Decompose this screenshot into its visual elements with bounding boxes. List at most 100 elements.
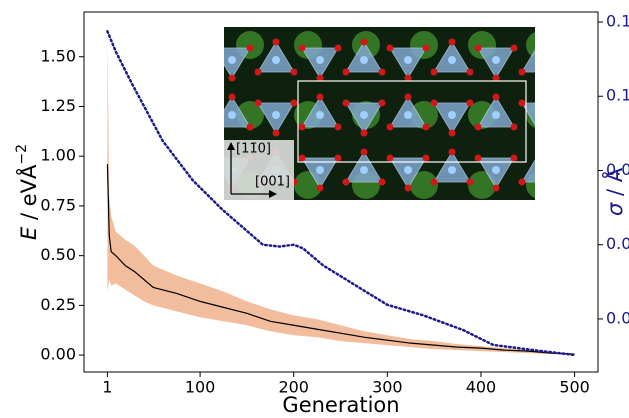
y2-tick-label: 0.06 <box>606 234 629 253</box>
inset-atom <box>360 166 368 174</box>
inset-atom <box>316 184 324 192</box>
inset-atom <box>334 154 342 162</box>
mean-line <box>106 164 575 355</box>
inset-atom <box>555 179 562 186</box>
inset-atom <box>492 111 500 119</box>
inset-atom <box>466 68 474 76</box>
y-label-symbol: E <box>17 226 41 240</box>
inset-atom <box>378 178 386 186</box>
inset-atom <box>272 129 280 137</box>
y2-tick-label: 0.04 <box>606 308 629 327</box>
inset-atom <box>290 68 298 76</box>
inset-atom <box>211 124 218 131</box>
inset-atom <box>272 56 280 64</box>
inset-atom <box>228 56 236 64</box>
inset-atom <box>474 154 482 162</box>
y-tick-label: 0.50 <box>40 245 76 264</box>
inset-atom <box>360 129 368 137</box>
inset-atom <box>386 123 394 131</box>
sigma-line <box>106 30 576 357</box>
x-tick-label: 200 <box>278 378 309 397</box>
inset-atom <box>466 178 474 186</box>
inset-atom <box>536 166 544 174</box>
inset-atom <box>386 154 394 162</box>
y-tick-label: 1.00 <box>40 146 76 165</box>
inset-tetrahedron <box>521 49 535 73</box>
x-tick-label: 400 <box>466 378 497 397</box>
y-label-exponent: −2 <box>14 144 30 165</box>
inset-image: [11̄0] [001] <box>211 27 562 200</box>
inset-atom <box>334 123 342 131</box>
inset-atom <box>448 148 456 156</box>
inset-atom <box>360 148 368 156</box>
inset-tetrahedron <box>521 102 535 126</box>
inset-atom <box>422 123 430 131</box>
inset-atom <box>298 154 306 162</box>
inset-label: [11̄0] <box>236 142 271 157</box>
inset-atom <box>492 184 500 192</box>
inset-atom <box>298 44 306 52</box>
y-tick-label: 1.50 <box>40 46 76 65</box>
y2-tick-label: 0.10 <box>606 86 629 105</box>
inset-atom <box>518 178 526 186</box>
inset-atom <box>448 56 456 64</box>
inset-atom <box>510 123 518 131</box>
inset-atom <box>536 56 544 64</box>
inset-atom <box>510 44 518 52</box>
inset-atom <box>404 166 412 174</box>
inset-atom <box>298 123 306 131</box>
inset-atom <box>342 178 350 186</box>
inset-atom <box>537 39 544 46</box>
inset-atom <box>518 68 526 76</box>
inset-atom <box>316 166 324 174</box>
plot-area <box>106 30 576 357</box>
inset-atom <box>474 123 482 131</box>
inset-atom <box>537 130 544 137</box>
inset-atom <box>254 68 262 76</box>
inset-tetrahedron <box>224 47 251 79</box>
inset-atom <box>410 171 438 199</box>
inset-atom <box>404 56 412 64</box>
inset-atom <box>360 56 368 64</box>
y-tick-label: 0.25 <box>40 295 76 314</box>
inset-tetrahedron <box>521 159 535 183</box>
inset-atom <box>290 99 298 107</box>
inset-atom <box>316 93 324 101</box>
inset-atom <box>555 100 562 107</box>
inset-atom <box>448 111 456 119</box>
inset-atom <box>272 111 280 119</box>
x-axis-label: Generation <box>282 393 399 417</box>
inset-atom <box>334 44 342 52</box>
inset-atom <box>510 154 518 162</box>
inset-tetrahedron <box>224 96 251 128</box>
inset-atom <box>537 149 544 156</box>
inset-atom <box>272 38 280 46</box>
plot-frame <box>83 11 599 373</box>
inset-atom <box>430 99 438 107</box>
inset-atom <box>492 56 500 64</box>
inset-atom <box>492 93 500 101</box>
inset-atom <box>211 45 218 52</box>
y2-label-unit: / Å <box>601 167 627 202</box>
inset-atom <box>360 38 368 46</box>
y-tick-label: 0.00 <box>40 345 76 364</box>
inset-atom <box>555 69 562 76</box>
inset-atom <box>536 111 544 119</box>
inset-atom <box>246 123 254 131</box>
x-tick-label: 300 <box>372 378 403 397</box>
inset-atom <box>211 155 218 162</box>
y2-tick-label: 0.12 <box>606 12 629 31</box>
inset-atom <box>448 166 456 174</box>
inset-atom <box>228 93 236 101</box>
inset-atom <box>316 56 324 64</box>
x-tick-label: 1 <box>102 378 112 397</box>
y-tick-label: 1.25 <box>40 96 76 115</box>
inset-atom <box>378 99 386 107</box>
y-label-unit: / eVÅ <box>15 164 41 227</box>
inset-atom <box>342 99 350 107</box>
inset-atom <box>378 68 386 76</box>
inset-atom <box>474 44 482 52</box>
inset-atom <box>254 99 262 107</box>
inset-atom <box>316 111 324 119</box>
